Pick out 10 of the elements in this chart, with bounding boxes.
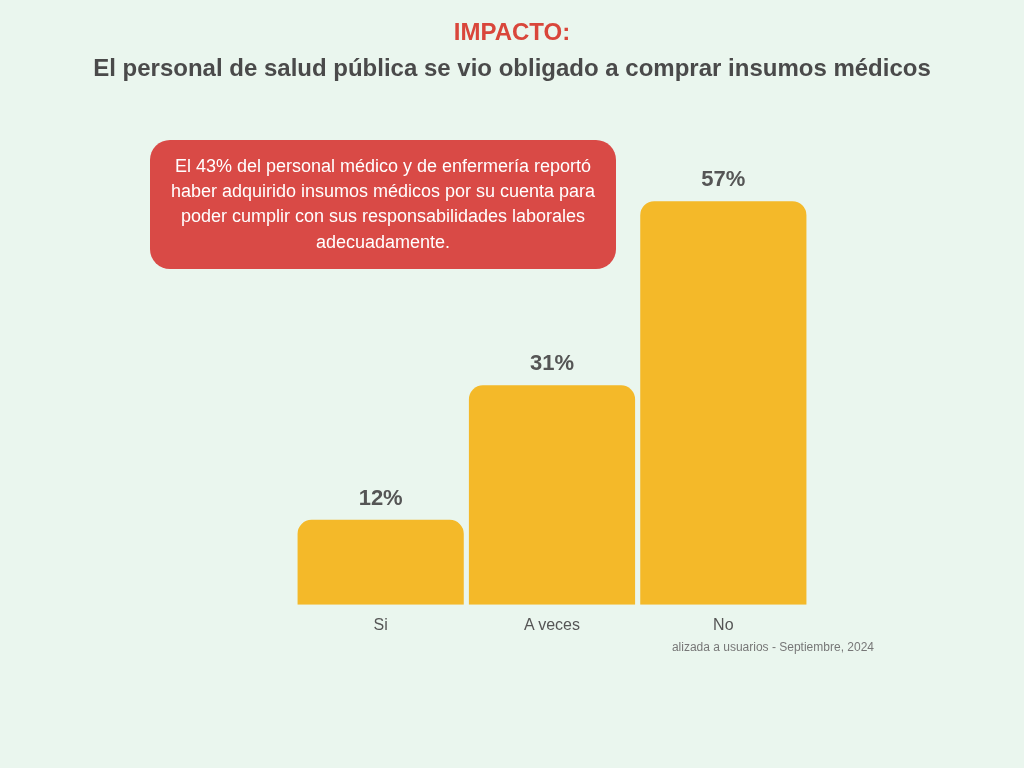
data-label: 12% — [358, 484, 403, 510]
chart-subtitle: El personal de salud pública se vio obligado a comprar insumos médicos — [92, 54, 932, 82]
chart-title: IMPACTO: — [452, 18, 572, 46]
text: alizada a usuarios - Septiembre, 2024 — [671, 640, 874, 654]
data-label: 57% — [701, 166, 746, 192]
callout-box: El 43% del personal médico y de enfermería reportó haber adquirido insumos médicos por su cuenta para poder cumplir con sus responsabilidades laborales adecuadamente. — [150, 140, 616, 269]
x-tick-label: Si — [373, 615, 388, 633]
x-tick-label: A veces — [523, 615, 581, 633]
x-tick-label: No — [713, 615, 734, 633]
data-label: 31% — [529, 350, 575, 376]
